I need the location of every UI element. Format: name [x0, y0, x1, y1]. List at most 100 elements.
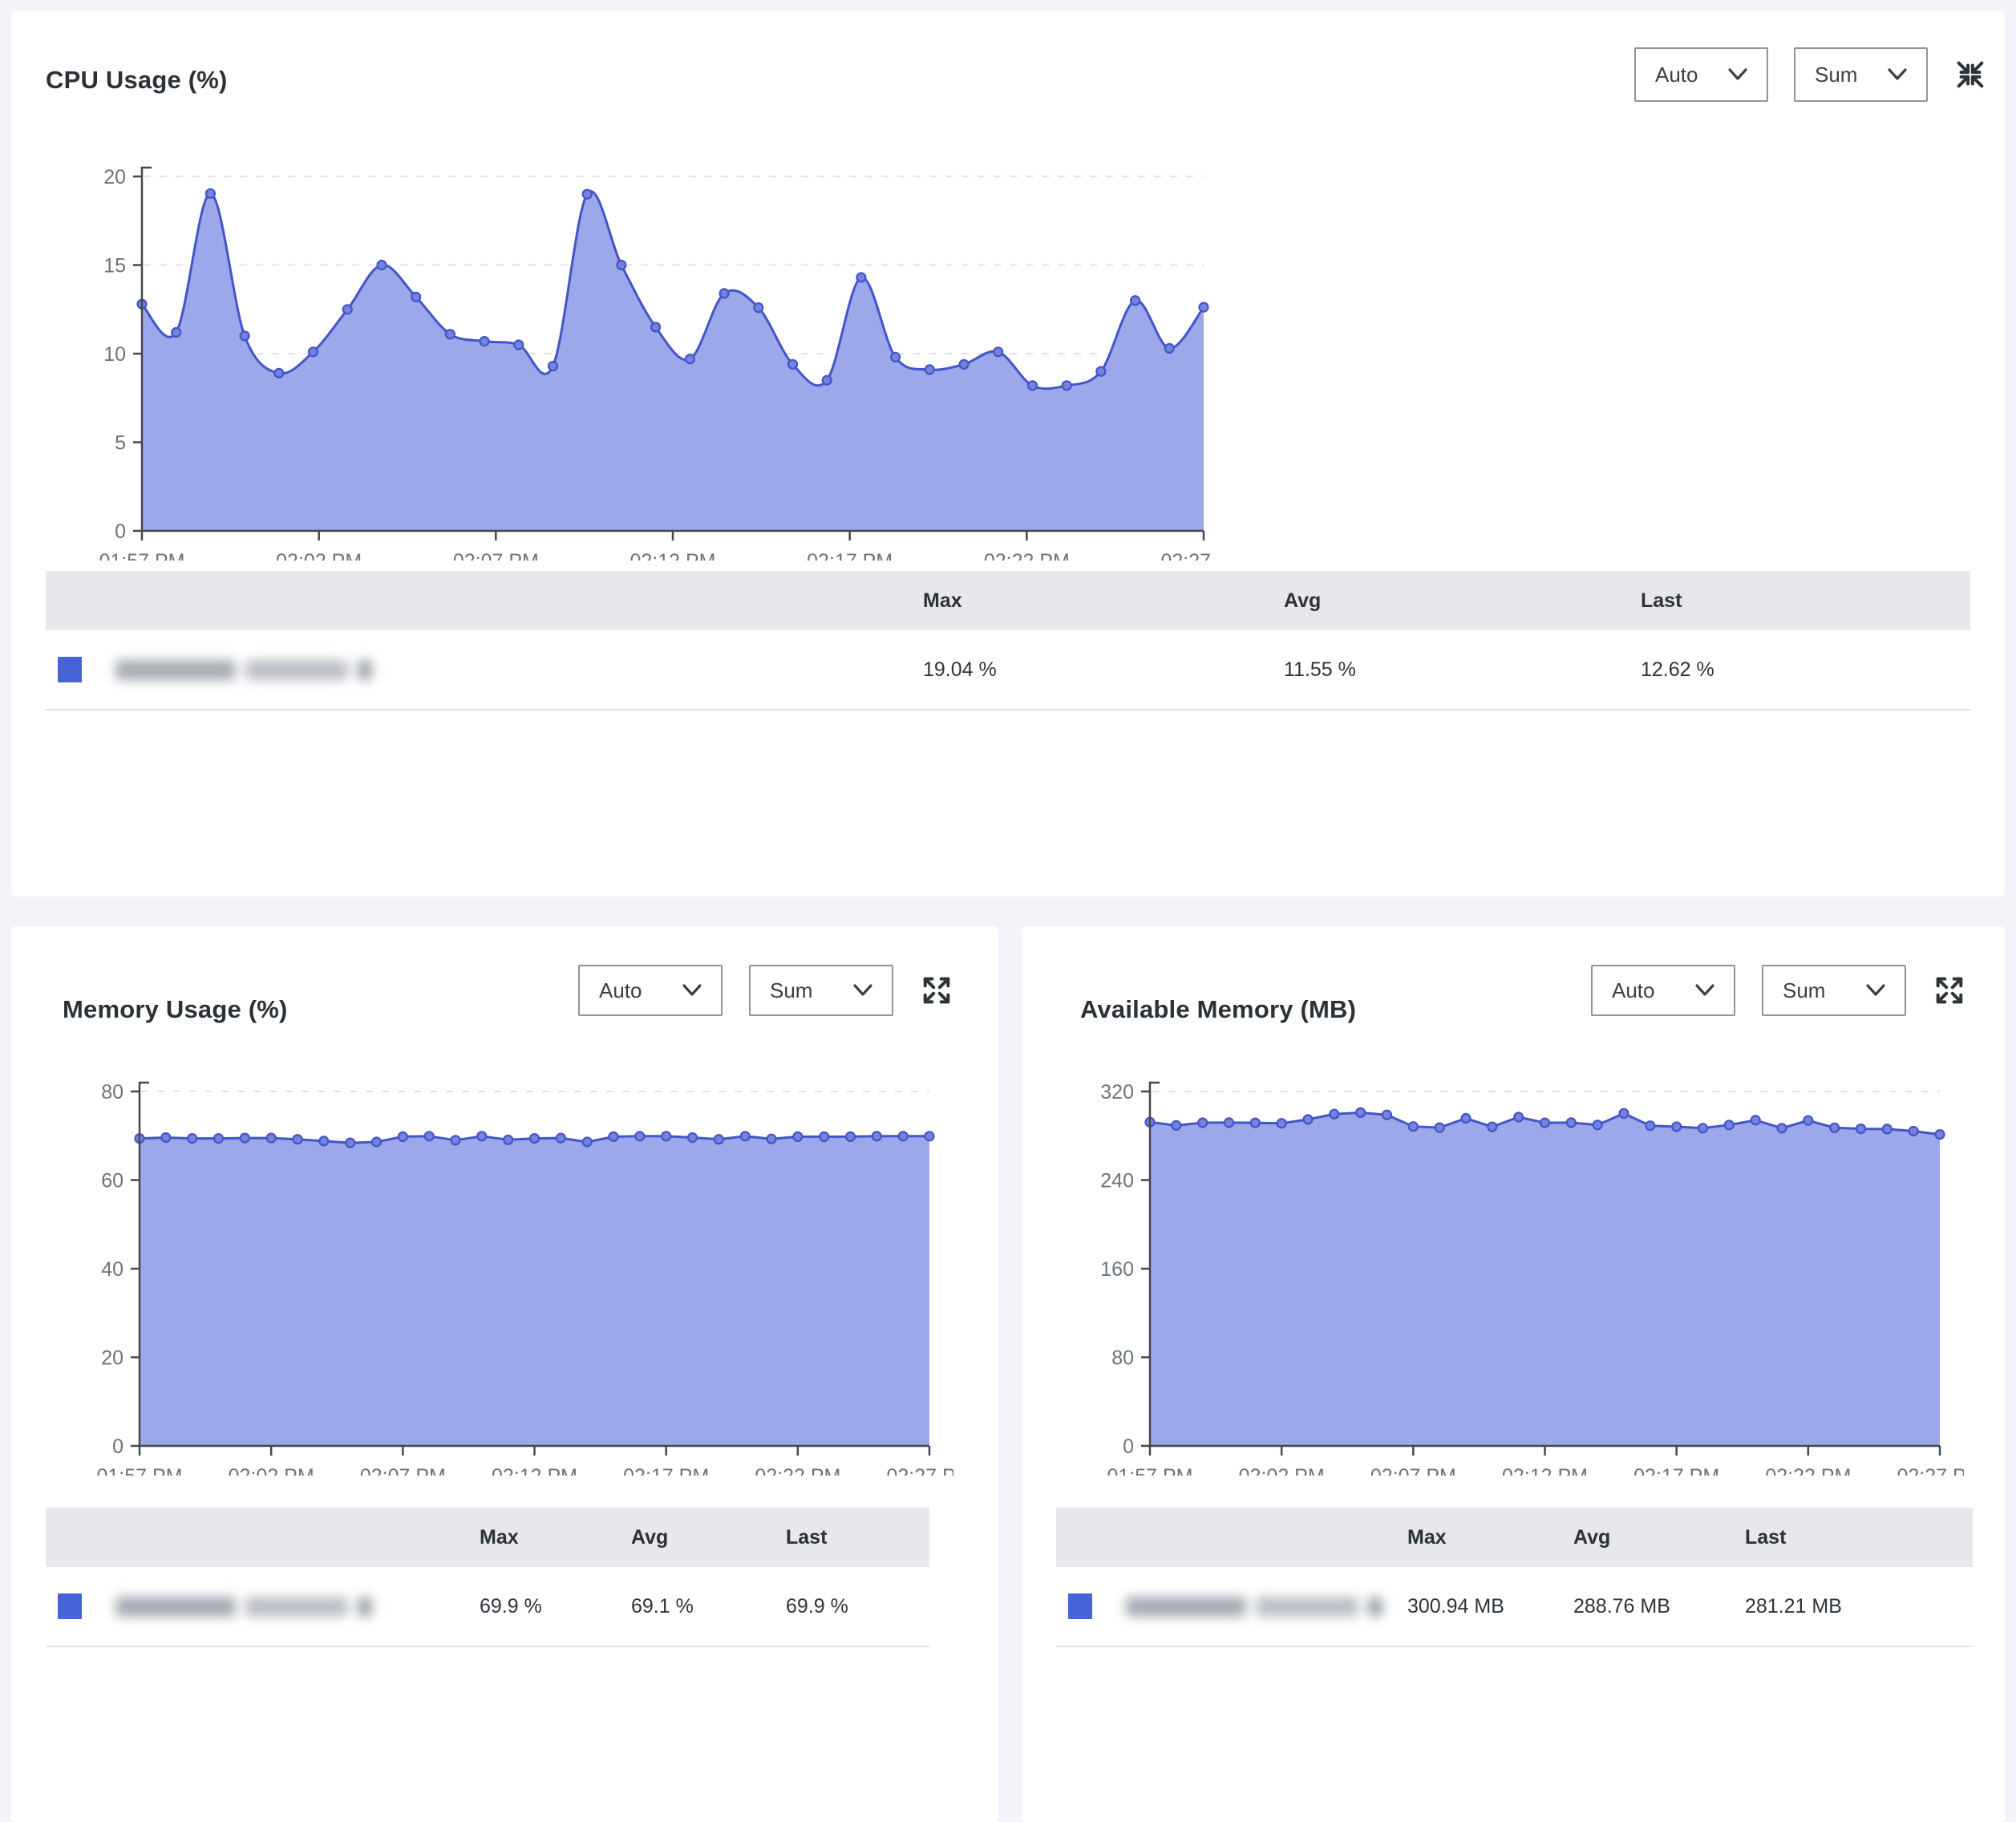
- series-name-cell: [46, 1593, 480, 1619]
- chevron-down-icon: [1888, 68, 1907, 80]
- svg-text:02:02 PM: 02:02 PM: [1239, 1465, 1325, 1476]
- series-last-value: 12.62 %: [1641, 658, 1714, 681]
- interval-select-value: Auto: [1655, 62, 1698, 87]
- svg-text:02:17 PM: 02:17 PM: [1633, 1465, 1719, 1476]
- svg-text:02:27 PM: 02:27 PM: [1897, 1465, 1964, 1476]
- expand-icon: [923, 977, 950, 1004]
- chevron-down-icon: [853, 984, 872, 996]
- chevron-down-icon: [682, 984, 702, 996]
- legend-table-row[interactable]: 69.9 % 69.1 % 69.9 %: [46, 1567, 929, 1647]
- svg-text:240: 240: [1100, 1170, 1134, 1192]
- svg-text:02:27 PM: 02:27 PM: [1160, 550, 1210, 561]
- svg-text:5: 5: [115, 432, 126, 455]
- cpu-legend-table: Max Avg Last 19.04 % 11.55 % 12.62 %: [46, 571, 1970, 711]
- expand-icon: [1936, 977, 1963, 1004]
- chevron-down-icon: [1695, 984, 1714, 996]
- expand-button[interactable]: [1933, 974, 1966, 1007]
- series-color-swatch: [58, 1593, 82, 1619]
- legend-col-max: Max: [480, 1525, 519, 1549]
- aggregation-select[interactable]: Sum: [1762, 965, 1906, 1016]
- svg-text:20: 20: [101, 1347, 123, 1370]
- aggregation-select[interactable]: Sum: [749, 965, 893, 1016]
- svg-text:02:12 PM: 02:12 PM: [492, 1465, 577, 1476]
- memory-usage-chart[interactable]: 0 20 40 60 80 01:57 PM 02:02 PM 02:07 PM 02:12 P…: [55, 1067, 953, 1476]
- aggregation-select-value: Sum: [1815, 62, 1858, 87]
- available-memory-panel: Available Memory (MB) Auto Sum 0 80 160 240…: [1022, 926, 2005, 1822]
- panel-title: Available Memory (MB): [1080, 994, 1357, 1023]
- svg-text:40: 40: [101, 1258, 123, 1281]
- legend-col-last: Last: [1745, 1525, 1787, 1549]
- cpu-usage-chart[interactable]: 0 5 10 15 20 01:57 PM 02:02 PM 02:07 PM 02:12 PM…: [71, 152, 1210, 561]
- svg-text:02:12 PM: 02:12 PM: [1502, 1465, 1588, 1476]
- cpu-panel-controls: Auto Sum: [1634, 47, 1987, 102]
- series-label-redacted: [1126, 1596, 1382, 1617]
- series-last-value: 281.21 MB: [1745, 1594, 1842, 1618]
- legend-col-avg: Avg: [1284, 589, 1322, 612]
- chevron-down-icon: [1866, 984, 1885, 996]
- aggregation-select[interactable]: Sum: [1794, 47, 1928, 102]
- svg-text:60: 60: [101, 1170, 123, 1192]
- svg-text:0: 0: [1123, 1435, 1134, 1458]
- legend-col-last: Last: [1641, 589, 1682, 612]
- cpu-usage-panel: CPU Usage (%) Auto Sum 0 5 10 15 20 01:57 PM 0…: [11, 11, 2005, 897]
- svg-text:0: 0: [112, 1435, 123, 1458]
- series-max-value: 19.04 %: [923, 658, 997, 681]
- interval-select[interactable]: Auto: [1591, 965, 1735, 1016]
- svg-text:02:22 PM: 02:22 PM: [1765, 1465, 1851, 1476]
- svg-text:02:27 PM: 02:27 PM: [886, 1465, 953, 1476]
- series-last-value: 69.9 %: [786, 1594, 848, 1618]
- aggregation-select-value: Sum: [770, 978, 813, 1002]
- svg-text:02:02 PM: 02:02 PM: [276, 550, 362, 561]
- svg-text:02:17 PM: 02:17 PM: [623, 1465, 709, 1476]
- series-name-cell: [1056, 1593, 1407, 1619]
- legend-col-avg: Avg: [631, 1525, 669, 1549]
- panel-title: Memory Usage (%): [63, 994, 288, 1023]
- interval-select[interactable]: Auto: [578, 965, 723, 1016]
- svg-text:02:02 PM: 02:02 PM: [229, 1465, 314, 1476]
- svg-text:10: 10: [103, 343, 126, 366]
- legend-col-avg: Avg: [1573, 1525, 1611, 1549]
- svg-text:80: 80: [101, 1081, 123, 1103]
- svg-text:02:07 PM: 02:07 PM: [360, 1465, 446, 1476]
- svg-text:80: 80: [1111, 1347, 1134, 1370]
- legend-table-header: Max Avg Last: [1056, 1508, 1973, 1567]
- svg-text:02:17 PM: 02:17 PM: [807, 550, 893, 561]
- series-color-swatch: [1068, 1593, 1092, 1619]
- legend-col-max: Max: [923, 589, 962, 612]
- series-label-redacted: [115, 659, 372, 680]
- aggregation-select-value: Sum: [1783, 978, 1826, 1002]
- svg-text:15: 15: [103, 255, 126, 277]
- svg-text:0: 0: [115, 520, 126, 543]
- interval-select-value: Auto: [599, 978, 642, 1002]
- svg-text:160: 160: [1100, 1258, 1134, 1281]
- svg-text:02:07 PM: 02:07 PM: [1370, 1465, 1456, 1476]
- legend-col-max: Max: [1407, 1525, 1447, 1549]
- series-label-redacted: [115, 1596, 372, 1617]
- svg-text:01:57 PM: 01:57 PM: [99, 550, 184, 561]
- legend-table-header: Max Avg Last: [46, 571, 1970, 630]
- available-memory-chart[interactable]: 0 80 160 240 320 01:57 PM 02:02 PM 02:07 PM 02:1…: [1066, 1067, 1964, 1476]
- memory-legend-table: Max Avg Last 69.9 % 69.1 % 69.9 %: [46, 1508, 929, 1647]
- memory-panel-controls: Auto Sum: [578, 965, 953, 1016]
- svg-text:02:07 PM: 02:07 PM: [453, 550, 539, 561]
- memory-usage-panel: Memory Usage (%) Auto Sum 0 20 40 60 80 01:57…: [11, 926, 998, 1822]
- collapse-button[interactable]: [1953, 58, 1987, 91]
- svg-text:01:57 PM: 01:57 PM: [96, 1465, 182, 1476]
- expand-button[interactable]: [920, 974, 953, 1007]
- page-title: CPU Usage (%): [46, 65, 228, 94]
- interval-select[interactable]: Auto: [1634, 47, 1768, 102]
- series-avg-value: 11.55 %: [1284, 658, 1356, 681]
- collapse-icon: [1957, 61, 1984, 88]
- available-memory-panel-controls: Auto Sum: [1591, 965, 1966, 1016]
- svg-text:02:22 PM: 02:22 PM: [755, 1465, 840, 1476]
- legend-col-last: Last: [786, 1525, 828, 1549]
- series-name-cell: [46, 657, 923, 682]
- series-max-value: 69.9 %: [480, 1594, 542, 1618]
- legend-table-header: Max Avg Last: [46, 1508, 929, 1567]
- legend-table-row[interactable]: 300.94 MB 288.76 MB 281.21 MB: [1056, 1567, 1973, 1647]
- svg-text:02:22 PM: 02:22 PM: [984, 550, 1070, 561]
- svg-text:20: 20: [103, 166, 126, 188]
- series-color-swatch: [58, 657, 82, 682]
- legend-table-row[interactable]: 19.04 % 11.55 % 12.62 %: [46, 630, 1970, 711]
